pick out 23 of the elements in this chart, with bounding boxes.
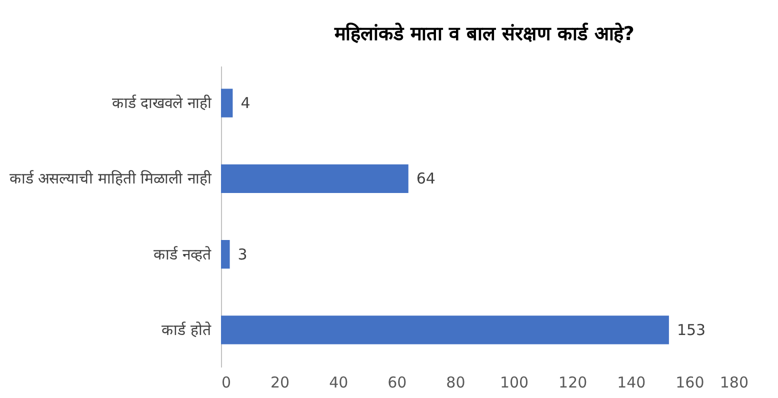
bar (221, 240, 230, 269)
x-tick-label: 100 (500, 374, 529, 392)
chart-title: महिलांकडे माता व बाल संरक्षण कार्ड आहे? (334, 22, 634, 45)
y-tick-label: कार्ड दाखवले नाही (112, 94, 212, 112)
data-label: 64 (416, 170, 436, 188)
y-tick-label: कार्ड होते (162, 320, 212, 339)
y-tick-label: कार्ड असल्याची माहिती मिळाली नाही (9, 170, 212, 188)
x-tick-label: 140 (617, 374, 646, 392)
bar (221, 316, 669, 344)
x-tick-label: 60 (388, 374, 407, 392)
data-label: 153 (676, 320, 706, 339)
data-label: 3 (238, 245, 248, 264)
data-label: 4 (240, 94, 250, 112)
bar (221, 164, 408, 194)
x-tick-label: 80 (446, 374, 466, 392)
x-tick-label: 20 (270, 374, 290, 392)
x-tick-label: 160 (676, 374, 704, 392)
bar (221, 88, 233, 118)
x-tick-label: 40 (329, 374, 348, 392)
y-tick-label: कार्ड नव्हते (154, 245, 212, 264)
x-tick-label: 120 (558, 374, 588, 392)
x-tick-label: 180 (720, 374, 748, 392)
x-tick-label: 0 (222, 374, 232, 392)
